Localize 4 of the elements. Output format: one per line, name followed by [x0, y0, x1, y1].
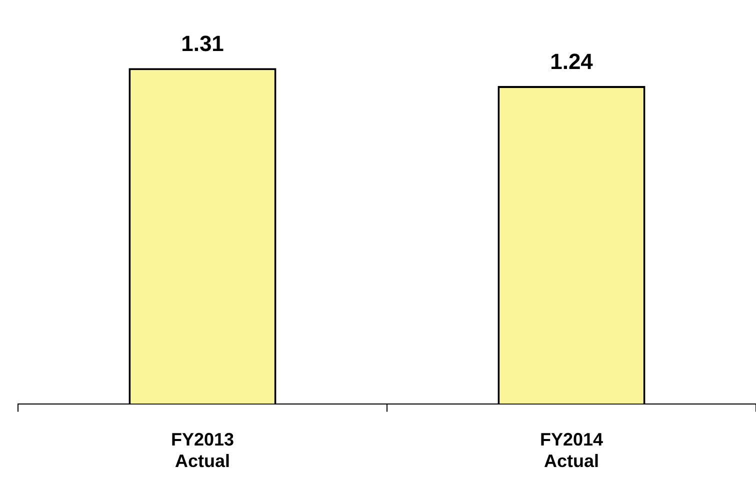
data-label: 1.31 [181, 31, 224, 56]
data-label: 1.24 [550, 49, 594, 74]
x-tick-label: FY2014 Actual [540, 430, 604, 472]
x-tick-label: FY2013 Actual [170, 430, 234, 472]
